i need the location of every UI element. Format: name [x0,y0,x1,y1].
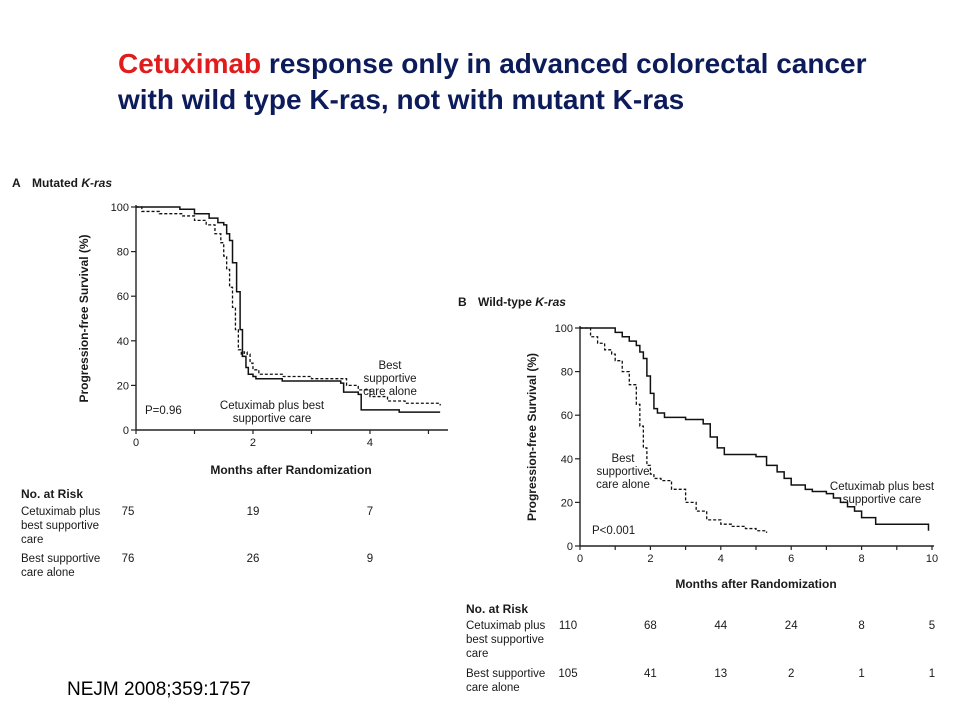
p-value: P<0.001 [592,525,635,537]
risk-value: 68 [644,620,657,632]
x-tick-label: 10 [926,553,938,565]
series-label: Cetuximab plus best supportive care [220,400,325,425]
risk-value: 44 [714,620,727,632]
panel-title: Mutated K-ras [32,176,112,190]
series-cetuximab [136,206,441,413]
risk-table-header: No. at Risk [466,602,528,616]
y-tick-label: 60 [117,291,129,303]
y-tick-label: 60 [561,410,573,422]
x-tick-label: 0 [133,437,139,449]
y-tick-label: 100 [555,323,573,335]
risk-value: 13 [714,668,727,680]
y-tick-label: 80 [561,367,573,379]
risk-value: 7 [367,506,373,518]
risk-row-label: Best supportive care alone [21,553,100,579]
risk-row-label: Cetuximab plus best supportive care [21,506,101,546]
y-axis-label: Progression-free Survival (%) [77,234,91,402]
y-tick-label: 40 [561,454,573,466]
risk-value: 5 [929,620,935,632]
y-tick-label: 40 [117,336,129,348]
series-label: Best supportive care alone [363,360,417,398]
x-tick-label: 4 [367,437,373,449]
x-axis-label: Months after Randomization [675,577,836,591]
slide-title: Cetuximab response only in advanced colo… [118,46,918,118]
risk-value: 24 [785,620,798,632]
risk-value: 1 [929,668,935,680]
x-tick-label: 8 [859,553,865,565]
risk-table-header: No. at Risk [21,487,83,501]
panel-letter: A [12,176,21,190]
risk-value: 41 [644,668,657,680]
risk-value: 8 [858,620,864,632]
y-tick-label: 0 [567,541,573,553]
risk-value: 9 [367,553,373,565]
series-label: Best supportive care alone [596,453,650,491]
x-tick-label: 0 [577,553,583,565]
risk-value: 1 [858,668,864,680]
y-tick-label: 80 [117,247,129,259]
panel-letter: B [458,295,467,309]
title-rest: response only in advanced colorectal can… [118,48,867,115]
risk-value: 26 [247,553,260,565]
p-value: P=0.96 [145,405,182,417]
risk-value: 75 [122,506,135,518]
y-axis-label: Progression-free Survival (%) [525,353,539,521]
risk-value: 19 [247,506,260,518]
risk-row-label: Cetuximab plus best supportive care [466,620,546,660]
series-cetuximab [580,327,930,531]
panel-title: Wild-type K-ras [478,295,566,309]
risk-value: 105 [558,668,577,680]
title-highlight: Cetuximab [118,48,262,79]
y-tick-label: 20 [561,497,573,509]
x-tick-label: 6 [788,553,794,565]
risk-row-label: Best supportive care alone [466,668,545,694]
series-label: Cetuximab plus best supportive care [830,481,935,506]
x-tick-label: 2 [250,437,256,449]
y-tick-label: 0 [123,425,129,437]
series-best-supportive-care [580,327,768,533]
panel-a: A Mutated K-ras 0 20 40 60 80 100 0 2 4 Months afte… [12,176,448,579]
x-tick-label: 4 [718,553,724,565]
risk-value: 110 [559,620,577,632]
risk-value: 2 [788,668,794,680]
risk-value: 76 [122,553,135,565]
citation: NEJM 2008;359:1757 [67,679,251,700]
y-tick-label: 20 [117,380,129,392]
x-tick-label: 2 [647,553,653,565]
x-axis-label: Months after Randomization [210,463,371,477]
y-tick-label: 100 [111,202,129,214]
